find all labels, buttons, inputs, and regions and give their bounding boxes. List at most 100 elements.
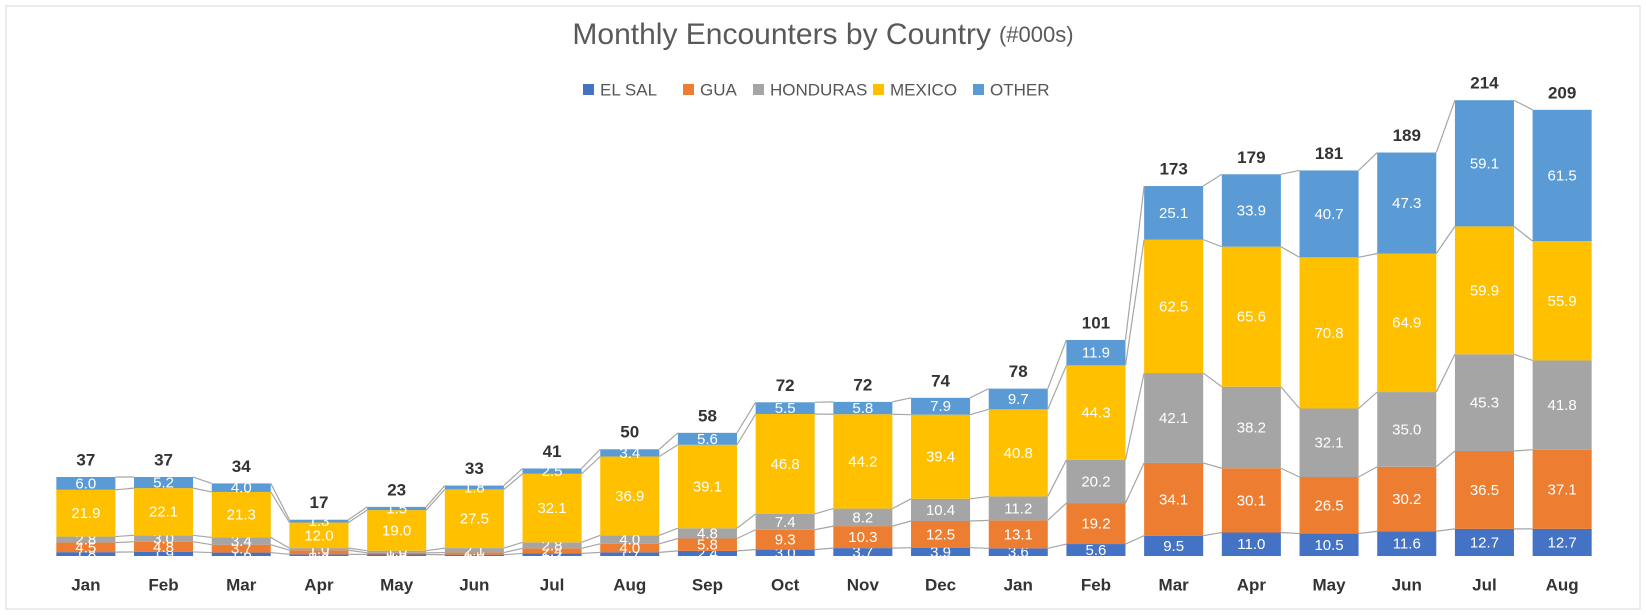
bar-segment <box>289 548 349 551</box>
x-tick-label: Aug <box>1546 575 1579 594</box>
bar-segment <box>755 414 815 514</box>
bar-segment <box>1221 174 1281 247</box>
title-unit: (#000s) <box>999 22 1074 47</box>
connector-line <box>736 401 757 434</box>
connector-line <box>1280 531 1300 535</box>
bar-segment <box>600 449 660 457</box>
bar-segment <box>1221 246 1281 387</box>
segment-label: 10.4 <box>926 502 955 519</box>
x-tick-label: Aug <box>613 575 646 594</box>
segment-label: 3.9 <box>930 544 951 561</box>
bar-segment <box>677 444 737 529</box>
total-label: 58 <box>698 406 717 425</box>
connector-line <box>1435 353 1456 393</box>
segment-label: 4.8 <box>153 539 174 556</box>
connector-line <box>192 487 212 493</box>
segment-label: 8.2 <box>852 509 873 526</box>
connector-line <box>1435 226 1456 254</box>
bar-segment <box>755 529 815 550</box>
segment-label: 10.5 <box>1314 537 1343 554</box>
connector-line <box>658 432 679 450</box>
bar-segment <box>1066 339 1126 366</box>
bar-segment <box>677 538 737 551</box>
bar-segment <box>600 543 660 553</box>
segment-label: 40.7 <box>1314 206 1343 223</box>
total-label: 41 <box>543 442 562 461</box>
connector-line <box>581 534 601 543</box>
segment-label: 7.4 <box>775 514 796 531</box>
segment-label: 41.8 <box>1548 397 1577 414</box>
bar-segment <box>1377 392 1437 467</box>
bar-segment <box>1066 503 1126 545</box>
connector-line <box>969 388 989 399</box>
connector-line <box>425 485 446 508</box>
bar-segment <box>988 520 1048 549</box>
connector-line <box>1513 225 1533 242</box>
connector-line <box>581 448 601 469</box>
x-tick-label: Jan <box>1004 575 1033 594</box>
bar-segment <box>911 498 971 521</box>
bar-segment <box>522 473 582 543</box>
bar-segment <box>755 549 815 556</box>
bar-segment <box>211 491 271 538</box>
connector-line <box>736 529 756 540</box>
bar-segment <box>211 483 271 492</box>
connector-line <box>1047 339 1067 389</box>
bar-segment <box>1454 450 1514 529</box>
x-tick-label: Mar <box>1159 575 1190 594</box>
bar-segment <box>988 548 1048 556</box>
connector-line <box>193 551 212 554</box>
connector-line <box>348 509 368 523</box>
segment-label: 30.2 <box>1392 491 1421 508</box>
connector-line <box>970 519 989 522</box>
segment-label: 55.9 <box>1548 293 1577 310</box>
x-tick-label: Mar <box>226 575 257 594</box>
total-label: 214 <box>1470 74 1499 93</box>
bar-segment <box>988 409 1048 497</box>
x-tick-label: Apr <box>304 575 334 594</box>
bar-segment <box>1377 466 1437 532</box>
bar-segment <box>134 541 194 552</box>
bar-segment <box>1532 109 1592 242</box>
total-label: 37 <box>76 450 95 469</box>
total-label: 173 <box>1159 160 1187 179</box>
segment-label: 44.2 <box>848 453 877 470</box>
segment-label: 3.6 <box>1008 544 1029 561</box>
x-tick-label: Dec <box>925 575 956 594</box>
connector-line <box>115 534 135 538</box>
connector-line <box>270 536 290 549</box>
x-tick-label: Jul <box>1472 575 1497 594</box>
bar-segment <box>1532 528 1592 556</box>
total-label: 181 <box>1315 144 1343 163</box>
connector-line <box>1358 152 1378 171</box>
segment-label: 36.9 <box>615 488 644 505</box>
legend-label: GUA <box>700 80 738 99</box>
connector-line <box>892 520 912 527</box>
segment-label: 32.1 <box>537 500 566 517</box>
bar-segment <box>1299 257 1359 409</box>
segment-label: 4.0 <box>231 480 252 497</box>
segment-label: 44.3 <box>1081 405 1110 422</box>
segment-label: 62.5 <box>1159 298 1188 315</box>
connector-line <box>270 544 290 551</box>
connector-line <box>581 543 601 549</box>
connector-line <box>892 397 912 403</box>
bar-segment <box>1377 152 1437 254</box>
segment-label: 40.8 <box>1004 445 1033 462</box>
bar-segment <box>367 552 427 555</box>
segment-label: 11.0 <box>1237 536 1265 553</box>
legend-swatch <box>683 84 694 95</box>
total-label: 72 <box>776 376 795 395</box>
bar-segment <box>1454 226 1514 355</box>
x-tick-label: Nov <box>847 575 880 594</box>
segment-label: 33.9 <box>1237 202 1266 219</box>
connector-line <box>1202 239 1223 248</box>
bar-segment <box>1144 535 1204 556</box>
bar-segment <box>289 522 349 549</box>
segment-label: 22.1 <box>149 504 178 521</box>
segment-label: 34.1 <box>1159 491 1188 508</box>
connector-line <box>348 506 368 521</box>
connector-line <box>193 534 212 539</box>
connector-line <box>192 476 212 484</box>
